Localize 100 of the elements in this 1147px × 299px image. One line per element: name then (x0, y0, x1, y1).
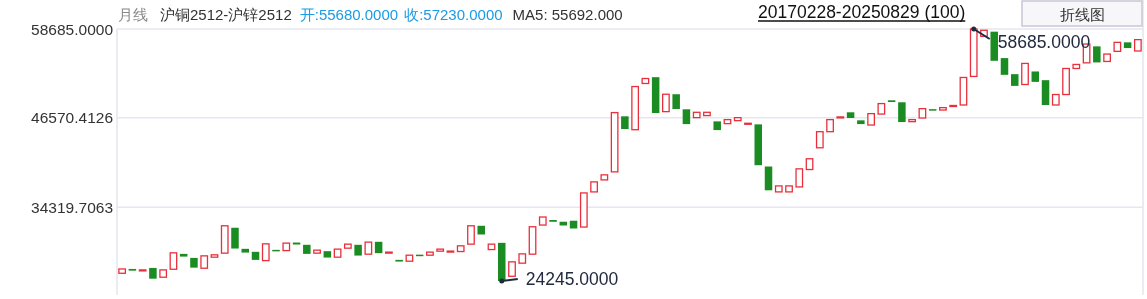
candlestick (323, 251, 332, 258)
candlestick (251, 251, 260, 260)
candlestick (384, 251, 393, 254)
candlestick (1051, 93, 1060, 106)
candlestick (508, 261, 516, 277)
candlestick (261, 243, 270, 262)
candlestick (857, 120, 865, 125)
candlestick (877, 102, 886, 115)
candlestick (333, 248, 342, 258)
candlestick (815, 131, 824, 149)
y-tick-label: 34319.7063 (31, 198, 113, 216)
candlestick (610, 111, 619, 173)
candlestick (200, 255, 209, 269)
candlestick (774, 185, 783, 193)
candlestick (713, 121, 721, 131)
candlestick (641, 77, 650, 85)
candlestick (395, 259, 403, 262)
candlestick (1031, 71, 1040, 82)
candlestick (1041, 80, 1050, 105)
candlestick (343, 243, 352, 249)
candlestick (990, 31, 998, 61)
candlestick (805, 158, 814, 171)
candlestick (477, 225, 485, 235)
candlestick (836, 116, 845, 119)
candlestick (179, 253, 188, 257)
candlestick (518, 253, 527, 264)
candlestick (292, 242, 301, 245)
candlestick (487, 243, 496, 251)
candlestick (651, 77, 660, 114)
candlestick (446, 250, 455, 253)
candlestick (138, 269, 147, 272)
candlestick (1093, 46, 1101, 63)
annotation: 24245.0000 (525, 268, 619, 289)
candlestick (898, 102, 906, 123)
candlestick (456, 245, 465, 253)
text: 20170228-20250829 (100) (758, 2, 966, 22)
candlestick (959, 76, 968, 106)
candlestick (631, 85, 640, 131)
candlestick (498, 242, 506, 281)
candlestick (754, 124, 762, 166)
candlestick (303, 244, 311, 254)
candlestick (210, 254, 219, 258)
candlestick (282, 242, 291, 252)
candlestick (785, 185, 793, 193)
candlestick (426, 251, 434, 256)
candlestick (128, 268, 137, 271)
candlestick (231, 227, 239, 249)
candlestick (579, 192, 588, 228)
candlestick (672, 94, 680, 110)
candlestick (436, 248, 445, 252)
candlestick (1072, 63, 1081, 70)
button: 折线图 (1021, 0, 1143, 27)
candlestick (908, 118, 917, 123)
text: 收:57230.0000 (404, 5, 503, 23)
candlestick (733, 116, 742, 122)
candlestick (1000, 58, 1009, 75)
candlestick (1103, 53, 1111, 63)
candlestick (467, 225, 475, 245)
y-tick-label: 58685.0000 (31, 20, 114, 38)
candlestick (764, 166, 773, 191)
candlestick (190, 257, 198, 268)
candlestick (600, 174, 609, 181)
candlestick (364, 241, 373, 255)
candlestick (354, 244, 362, 256)
annotation: 58685.0000 (997, 32, 1091, 52)
text: MA5: 55692.000 (512, 5, 623, 23)
candlestick (692, 111, 701, 119)
candlestick (590, 181, 598, 193)
candlestick (682, 109, 691, 125)
candlestick (1113, 41, 1122, 52)
candlestick (220, 225, 229, 254)
y-tick-label: 46570.4126 (31, 109, 113, 127)
candlestick (1062, 67, 1070, 96)
candlestick (1011, 74, 1019, 86)
candlestick (846, 112, 855, 119)
candlestick (918, 107, 927, 119)
candlestick (1021, 62, 1029, 86)
candlestick (1123, 42, 1132, 49)
candlestick (795, 168, 804, 188)
candlestick (149, 267, 157, 279)
candlestick (949, 104, 958, 108)
candlestick (538, 216, 547, 226)
candlestick (703, 111, 711, 117)
chart-title: 月线 (118, 5, 148, 23)
candlestick (118, 268, 127, 274)
candlestick (159, 269, 168, 278)
candlestick (621, 116, 629, 130)
candlestick (169, 252, 178, 270)
chart-subtitle: 沪铜2512-沪锌2512 (160, 5, 292, 23)
candlestick (867, 112, 876, 126)
candlestick (662, 93, 670, 113)
candlestick (528, 226, 537, 255)
candlestick (826, 118, 834, 133)
candlestick (939, 106, 947, 111)
candlestick (313, 249, 321, 254)
candlestick (744, 122, 752, 125)
candlestick (1133, 39, 1142, 52)
text: 开:55680.0000 (299, 5, 399, 23)
candlestick (374, 241, 383, 254)
candlestick (241, 248, 249, 253)
